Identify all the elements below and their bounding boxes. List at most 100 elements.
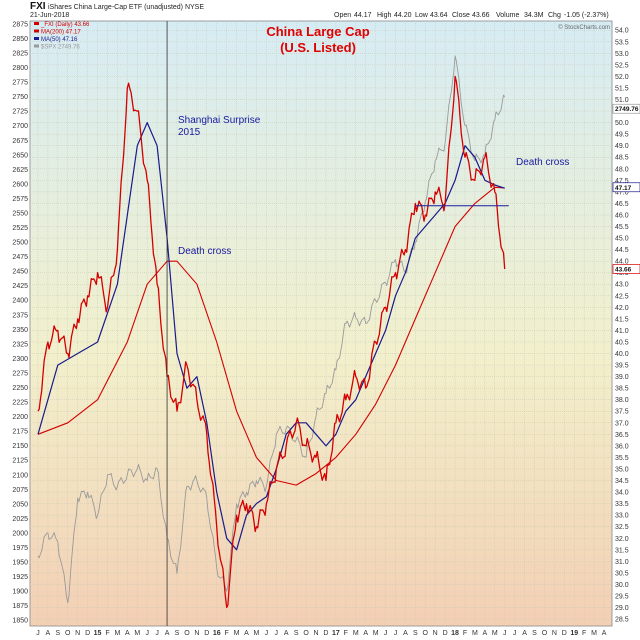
- x-tick-label: N: [314, 630, 319, 637]
- legend-swatch: [34, 29, 39, 33]
- right-tick-label: 41.0: [615, 328, 629, 335]
- x-tick-label: M: [472, 630, 478, 637]
- value-label-text: 43.66: [615, 267, 632, 274]
- left-tick-label: 2000: [12, 530, 28, 537]
- right-tick-label: 29.5: [615, 593, 629, 600]
- x-tick-label: A: [403, 630, 408, 637]
- right-tick-label: 48.5: [615, 155, 629, 162]
- right-tick-label: 38.0: [615, 397, 629, 404]
- left-tick-label: 2800: [12, 65, 28, 72]
- right-tick-label: 30.0: [615, 582, 629, 589]
- series-layer: [37, 55, 506, 609]
- left-tick-label: 2325: [12, 341, 28, 348]
- series-line-spx: [37, 55, 506, 604]
- right-tick-label: 42.0: [615, 305, 629, 312]
- right-tick-label: 34.5: [615, 478, 629, 485]
- close-label: Close: [452, 12, 470, 19]
- x-tick-label: M: [134, 630, 140, 637]
- right-tick-label: 46.5: [615, 201, 629, 208]
- left-tick-label: 2500: [12, 240, 28, 247]
- right-tick-label: 36.0: [615, 443, 629, 450]
- left-tick-label: 2275: [12, 370, 28, 377]
- right-tick-label: 33.5: [615, 501, 629, 508]
- right-axis: 28.5 29.0 29.5 30.0 30.5 31.0 31.5 32.0 32.5 33.0…: [615, 28, 629, 624]
- x-tick-label: F: [344, 630, 348, 637]
- chart-date: 21-Jun-2018: [30, 12, 69, 19]
- value-label-text: 2749.76: [615, 106, 639, 113]
- right-tick-label: 52.5: [615, 62, 629, 69]
- left-tick-label: 2025: [12, 516, 28, 523]
- x-tick-label: O: [423, 630, 429, 637]
- high-value: 44.20: [394, 12, 412, 19]
- left-tick-label: 2825: [12, 50, 28, 57]
- chart-header: FXI iShares China Large-Cap ETF (unadjus…: [30, 1, 609, 19]
- x-tick-label: M: [254, 630, 260, 637]
- right-tick-label: 52.0: [615, 74, 629, 81]
- legend-entry: $SPX 2749.76: [41, 45, 80, 51]
- x-tick-label: J: [36, 630, 40, 637]
- right-tick-label: 49.0: [615, 143, 629, 150]
- left-tick-label: 2600: [12, 181, 28, 188]
- open-value: 44.17: [354, 12, 372, 19]
- plot-background: [29, 20, 613, 627]
- left-tick-label: 2475: [12, 254, 28, 261]
- x-tick-label: 17: [332, 630, 340, 637]
- right-tick-label: 34.0: [615, 490, 629, 497]
- x-tick-label: D: [85, 630, 90, 637]
- left-tick-label: 2450: [12, 269, 28, 276]
- x-tick-label: A: [46, 630, 51, 637]
- x-tick-label: 16: [213, 630, 221, 637]
- x-tick-label: N: [433, 630, 438, 637]
- right-value-labels: 2749.76 47.17 43.66: [612, 103, 640, 274]
- volume-value: 34.3M: [524, 12, 544, 19]
- right-tick-label: 50.0: [615, 120, 629, 127]
- x-tick-label: N: [552, 630, 557, 637]
- right-tick-label: 49.5: [615, 132, 629, 139]
- right-tick-label: 40.5: [615, 339, 629, 346]
- x-tick-label: M: [114, 630, 120, 637]
- right-tick-label: 35.5: [615, 455, 629, 462]
- left-tick-label: 2750: [12, 94, 28, 101]
- x-tick-label: S: [175, 630, 180, 637]
- x-tick-label: S: [55, 630, 60, 637]
- x-tick-label: D: [562, 630, 567, 637]
- x-tick-label: F: [582, 630, 586, 637]
- left-tick-label: 2700: [12, 123, 28, 130]
- x-axis: J A S O N D 15 F M A M J J A S O N D 16 F M A M J J A S O N D 17 F M A M J J…: [36, 630, 606, 637]
- right-tick-label: 39.0: [615, 374, 629, 381]
- x-tick-label: F: [225, 630, 229, 637]
- right-tick-label: 43.0: [615, 282, 629, 289]
- left-tick-label: 1925: [12, 574, 28, 581]
- left-tick-label: 2625: [12, 167, 28, 174]
- x-tick-label: M: [591, 630, 597, 637]
- x-tick-label: J: [503, 630, 507, 637]
- x-tick-label: J: [275, 630, 279, 637]
- left-tick-label: 1950: [12, 560, 28, 567]
- right-tick-label: 44.5: [615, 247, 629, 254]
- x-tick-label: A: [244, 630, 249, 637]
- left-tick-label: 2250: [12, 385, 28, 392]
- right-tick-label: 39.5: [615, 363, 629, 370]
- chg-value: -1.05 (-2.37%): [564, 12, 609, 19]
- x-tick-label: N: [194, 630, 199, 637]
- value-label-text: 47.17: [615, 185, 632, 192]
- left-tick-label: 2650: [12, 152, 28, 159]
- right-tick-label: 42.5: [615, 293, 629, 300]
- x-tick-label: A: [363, 630, 368, 637]
- low-label: Low: [415, 12, 429, 19]
- x-tick-label: A: [125, 630, 130, 637]
- annotation-year-2015: 2015: [178, 127, 201, 138]
- symbol: FXI: [30, 1, 46, 12]
- x-tick-label: A: [483, 630, 488, 637]
- left-tick-label: 2225: [12, 400, 28, 407]
- x-tick-label: D: [443, 630, 448, 637]
- annotation-shanghai-surprise: Shanghai Surprise: [178, 115, 261, 126]
- right-tick-label: 37.0: [615, 420, 629, 427]
- right-tick-label: 29.0: [615, 605, 629, 612]
- left-tick-label: 2050: [12, 501, 28, 508]
- high-label: High: [377, 12, 392, 19]
- series-line-ma-200: [37, 186, 505, 486]
- x-tick-label: J: [513, 630, 517, 637]
- right-tick-label: 47.0: [615, 189, 629, 196]
